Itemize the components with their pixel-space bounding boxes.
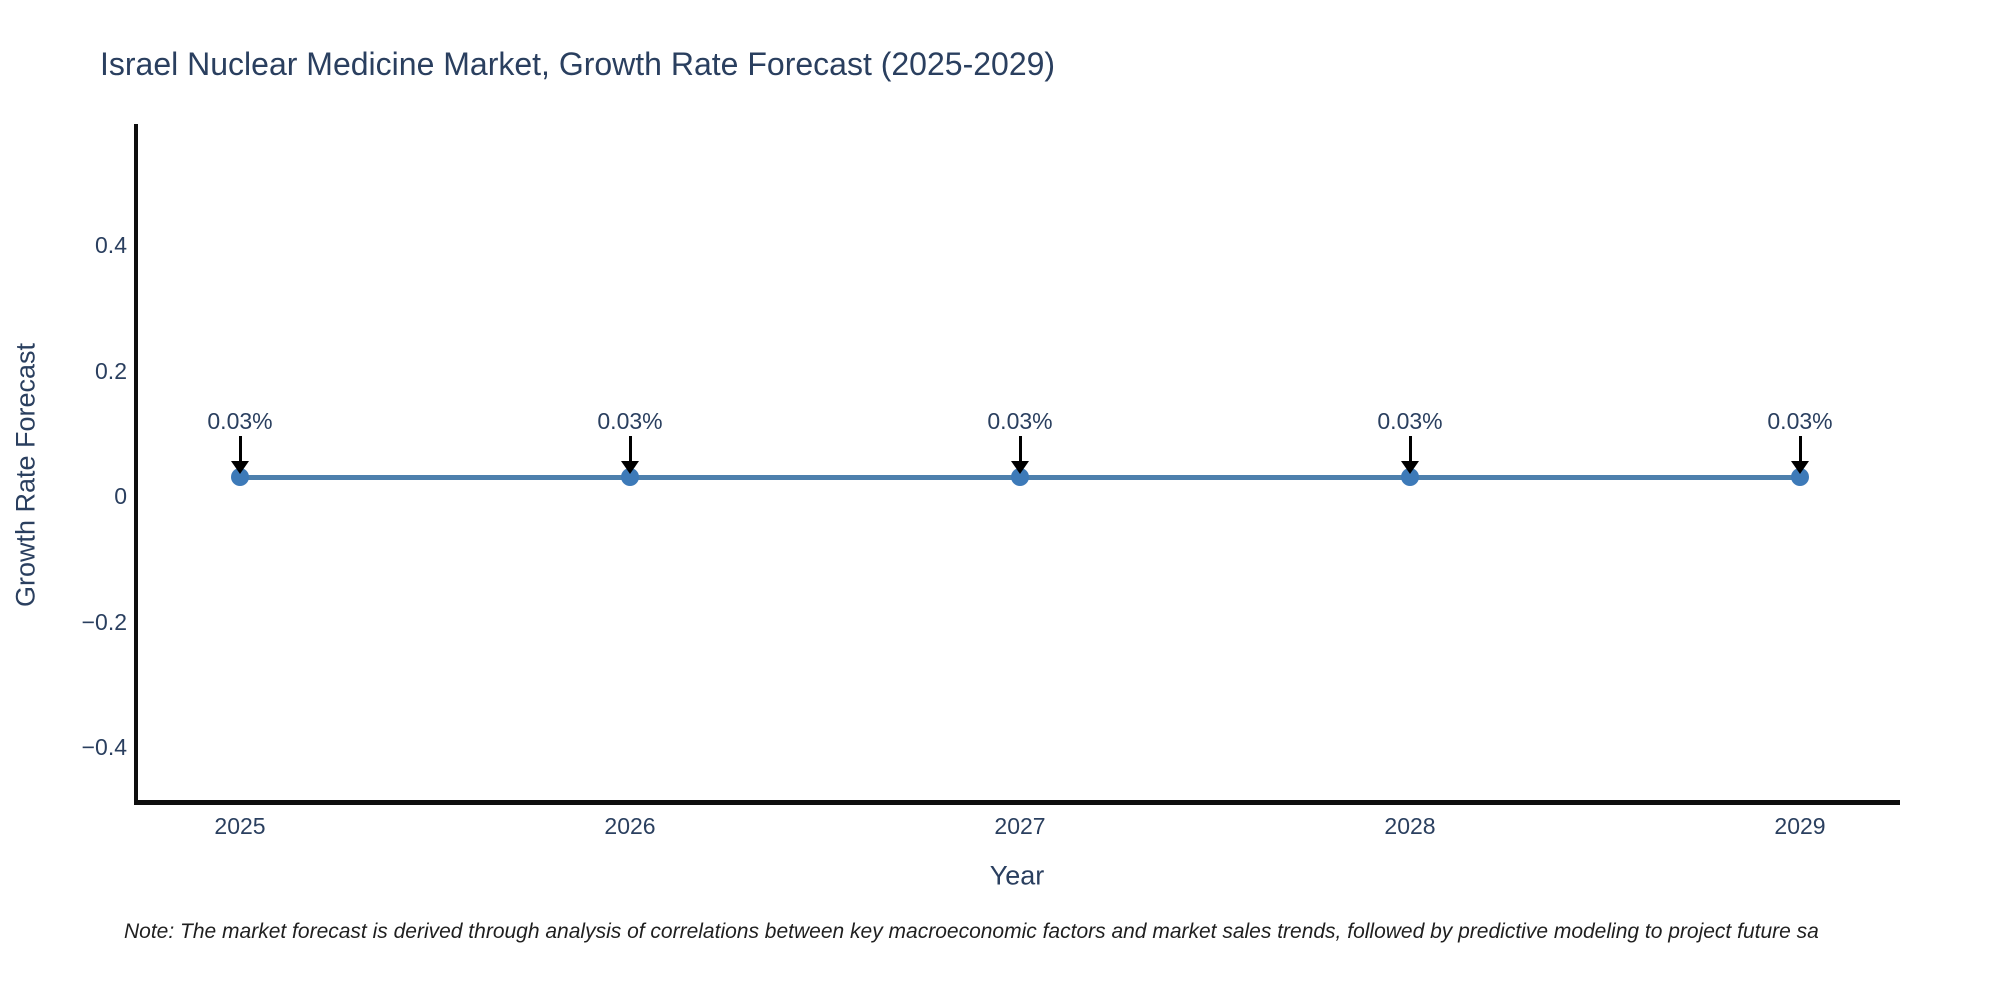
- y-axis-line: [134, 124, 138, 805]
- annotation-value-label: 0.03%: [1767, 408, 1833, 435]
- annotation-arrowhead-icon: [1401, 461, 1419, 475]
- x-tick-label: 2025: [214, 813, 266, 839]
- y-tick-label: 0: [114, 483, 127, 509]
- x-tick-label: 2028: [1384, 813, 1436, 839]
- chart-title: Israel Nuclear Medicine Market, Growth R…: [100, 46, 1056, 82]
- x-tick-label: 2026: [604, 813, 656, 839]
- annotation-arrow-stem: [628, 436, 632, 463]
- annotation-arrowhead-icon: [621, 461, 639, 475]
- annotation-arrowhead-icon: [1011, 461, 1029, 475]
- x-axis-line: [134, 800, 1900, 805]
- annotation-arrow-stem: [1018, 436, 1022, 463]
- x-tick-label: 2029: [1774, 813, 1826, 839]
- x-axis-title: Year: [989, 860, 1045, 891]
- annotation-arrow-stem: [238, 436, 242, 463]
- y-tick-label: −0.2: [81, 608, 127, 635]
- annotation-value-label: 0.03%: [987, 408, 1053, 435]
- annotation-value-label: 0.03%: [1377, 408, 1443, 435]
- annotation-arrow-stem: [1798, 436, 1802, 463]
- annotation-arrowhead-icon: [231, 461, 249, 475]
- y-tick-label: −0.4: [81, 734, 127, 760]
- footnote: Note: The market forecast is derived thr…: [124, 920, 1819, 943]
- annotation-arrow-stem: [1408, 436, 1412, 463]
- y-tick-label: 0.4: [95, 232, 127, 258]
- annotation-value-label: 0.03%: [597, 408, 663, 435]
- y-tick-label: 0.2: [95, 357, 127, 384]
- annotation-arrowhead-icon: [1791, 461, 1809, 475]
- x-tick-label: 2027: [994, 813, 1046, 839]
- annotation-value-label: 0.03%: [207, 408, 273, 435]
